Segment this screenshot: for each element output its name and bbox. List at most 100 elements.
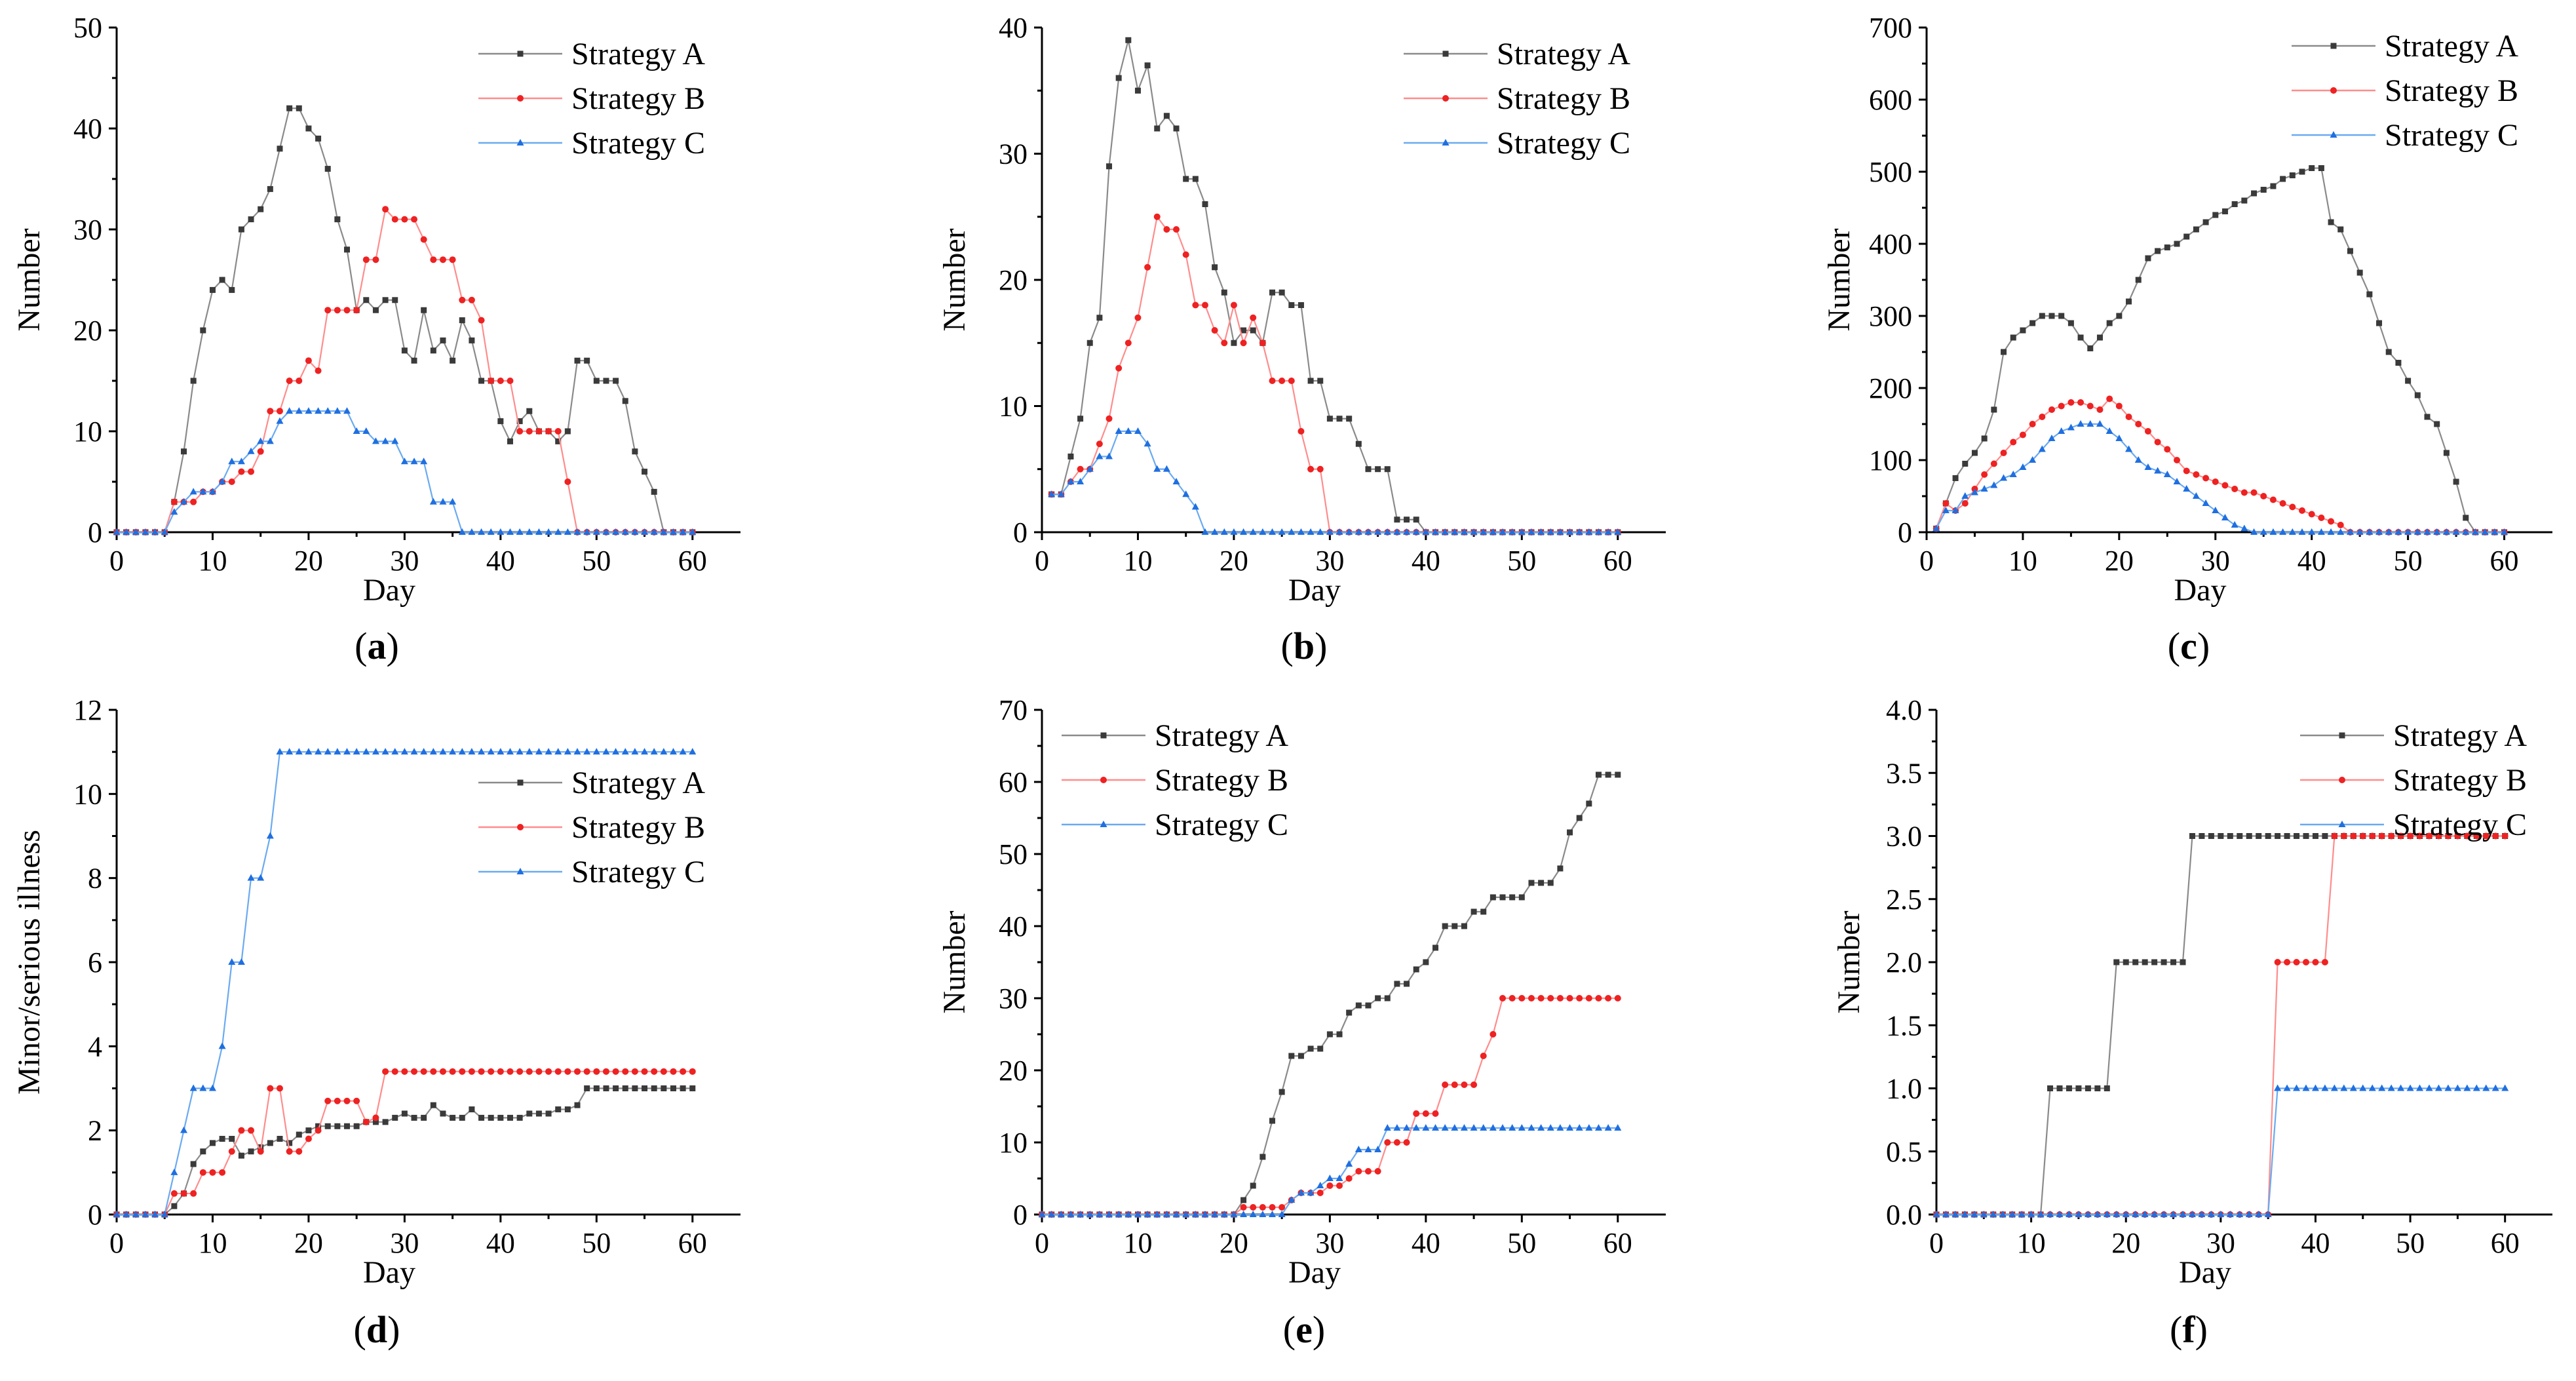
y-tick-label: 50 (73, 12, 102, 44)
data-point (2349, 1084, 2357, 1091)
data-point (2241, 197, 2248, 204)
y-tick-label: 0 (1013, 516, 1028, 549)
data-point (1191, 503, 1199, 510)
data-point (2385, 528, 2393, 535)
data-point (2260, 187, 2267, 193)
data-point (1317, 378, 1324, 384)
data-point (392, 1114, 398, 1121)
data-point (1556, 528, 1564, 535)
data-point (2202, 499, 2210, 506)
legend-marker (1442, 139, 1450, 146)
data-point (2284, 959, 2291, 965)
data-point (2463, 832, 2470, 840)
data-point (622, 1085, 628, 1091)
data-point (2337, 528, 2345, 535)
data-point (2010, 438, 2017, 446)
data-point (1115, 427, 1123, 434)
data-point (1345, 1175, 1353, 1182)
data-point (1537, 995, 1545, 1002)
data-point (651, 1068, 658, 1075)
x-tick-label: 20 (2111, 1227, 2140, 1259)
data-point (1566, 1124, 1574, 1131)
data-point (2188, 1211, 2196, 1217)
data-point (2444, 1084, 2452, 1091)
data-point (2144, 428, 2151, 435)
data-point (2164, 244, 2170, 250)
data-point (1220, 528, 1228, 535)
data-point (2113, 1211, 2121, 1217)
series-strategy-c (1932, 1084, 2509, 1217)
data-point (1393, 528, 1401, 535)
data-point (286, 407, 294, 414)
data-point (1317, 1045, 1324, 1052)
data-point (1259, 1154, 1266, 1160)
x-tick-label: 10 (2009, 545, 2037, 577)
data-point (593, 1085, 600, 1091)
data-point (2029, 421, 2036, 427)
legend: Strategy A Strategy B Strategy C (1404, 37, 1630, 161)
data-point (2356, 528, 2364, 535)
data-point (468, 748, 476, 755)
data-point (276, 1085, 283, 1092)
data-point (1460, 528, 1468, 535)
data-point (488, 1068, 495, 1075)
chart-panel-d: 0 10 20 30 40 50 60 0 2 4 6 8 10 12 Day Minor/serious i… (12, 694, 740, 1351)
data-point (1317, 528, 1324, 535)
data-point (2207, 1211, 2215, 1217)
data-point (208, 1084, 216, 1091)
data-point (1182, 251, 1189, 258)
data-point (1144, 62, 1151, 69)
data-point (430, 1068, 437, 1075)
data-point (478, 748, 486, 755)
data-point (526, 408, 533, 414)
data-point (1557, 865, 1564, 872)
data-point (1240, 528, 1248, 535)
data-point (2058, 402, 2065, 410)
data-point (1336, 416, 1343, 422)
data-point (622, 398, 628, 404)
data-point (2122, 1211, 2130, 1217)
data-point (170, 1190, 178, 1197)
data-point (2009, 1211, 2016, 1217)
data-point (1105, 415, 1113, 422)
series-line (1936, 1087, 2505, 1216)
data-point (2221, 208, 2228, 214)
data-point (189, 1084, 197, 1091)
data-point (2265, 833, 2271, 839)
data-point (1547, 1124, 1554, 1131)
panel-label-open: ( (2170, 1308, 2182, 1351)
y-tick-label: 200 (1869, 372, 1912, 404)
data-point (1278, 1089, 1285, 1095)
data-point (2094, 1211, 2102, 1217)
data-point (584, 1085, 590, 1091)
data-point (2221, 514, 2229, 520)
data-point (1383, 1124, 1391, 1131)
data-point (1509, 528, 1516, 535)
data-point (1942, 1211, 1950, 1217)
data-point (1990, 481, 1998, 488)
legend-label: Strategy B (1155, 763, 1288, 798)
data-point (1394, 516, 1400, 523)
data-point (450, 357, 456, 364)
data-point (1422, 1124, 1430, 1131)
data-point (1307, 465, 1315, 473)
data-point (459, 317, 465, 324)
data-point (199, 1084, 207, 1091)
data-point (1288, 378, 1295, 384)
data-point (200, 327, 206, 334)
data-point (429, 497, 437, 505)
data-point (1326, 1175, 1334, 1181)
data-point (200, 1148, 206, 1155)
data-point (440, 1110, 446, 1117)
x-tick-label: 20 (2105, 545, 2134, 577)
legend-label: Strategy B (2385, 73, 2518, 108)
series-strategy-c (113, 748, 697, 1217)
data-point (439, 1068, 446, 1075)
data-point (1951, 507, 1959, 513)
data-point (1576, 815, 1583, 821)
data-point (295, 748, 303, 755)
data-point (2135, 277, 2142, 283)
data-point (564, 1106, 571, 1113)
data-point (631, 528, 639, 535)
data-point (1364, 1146, 1372, 1152)
